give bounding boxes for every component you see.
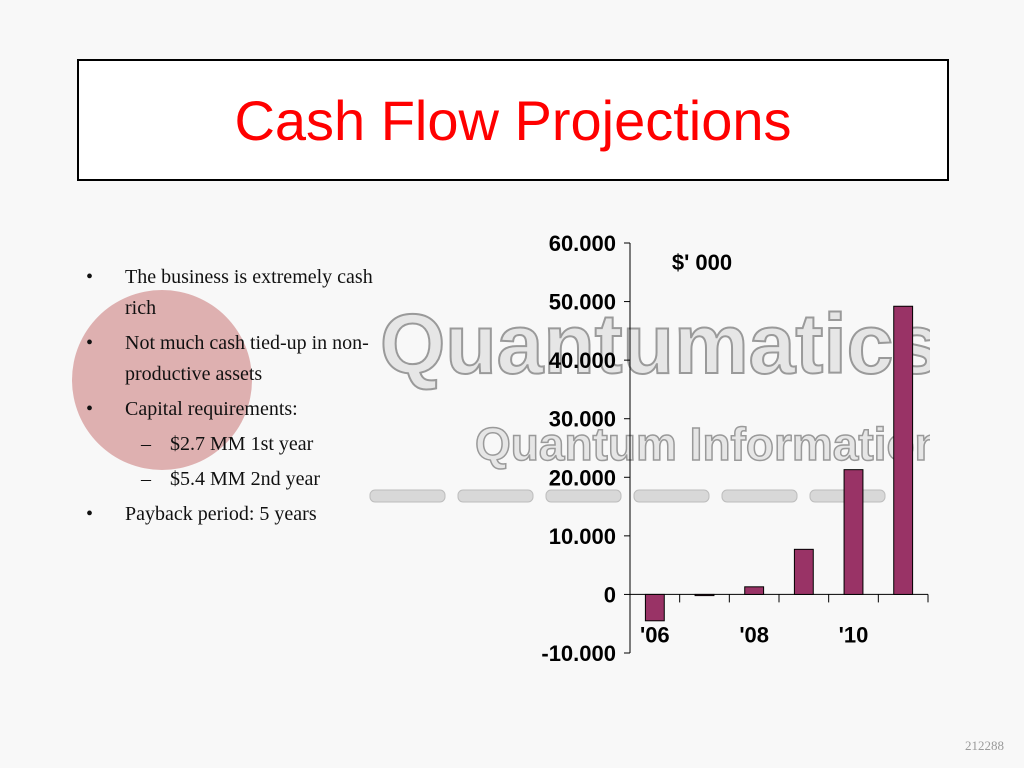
bullet-item: Not much cash tied-up in non-productive … <box>86 328 406 390</box>
bar-4 <box>843 469 864 595</box>
x-tick-label: '06 <box>640 622 670 647</box>
slide-number: 212288 <box>965 738 1004 753</box>
quantumatics-watermark-logo: Quantumatics Quantum Information <box>72 290 930 503</box>
title-box: Cash Flow Projections <box>77 59 949 181</box>
bullet-item: Payback period: 5 years <box>86 499 406 530</box>
y-tick-label: 50.000 <box>549 290 616 315</box>
watermark-tagline-text: Quantum Information <box>475 418 930 470</box>
bar-2 <box>744 586 765 595</box>
bar-0 <box>644 593 665 622</box>
y-tick-label: 20.000 <box>549 465 616 490</box>
bar-1 <box>694 593 715 597</box>
x-tick-label: '10 <box>839 622 869 647</box>
y-tick-label: 60.000 <box>549 231 616 256</box>
y-axis-unit-label: $' 000 <box>672 250 732 275</box>
watermark-brand-text: Quantumatics <box>380 297 930 391</box>
bullet-item: The business is extremely cash rich <box>86 262 406 324</box>
y-tick-label: 0 <box>604 582 616 607</box>
bullet-list: The business is extremely cash rich Not … <box>86 262 406 534</box>
slide-title: Cash Flow Projections <box>234 88 792 152</box>
sub-bullet-item: $5.4 MM 2nd year <box>86 464 406 495</box>
y-tick-label: 10.000 <box>549 524 616 549</box>
y-tick-label: -10.000 <box>541 641 616 666</box>
y-tick-label: 30.000 <box>549 407 616 432</box>
bar-5 <box>893 305 914 595</box>
bullet-item: Capital requirements: <box>86 394 406 425</box>
bar-3 <box>793 548 814 595</box>
cash-flow-bar-chart: -10.000 0 10.000 20.000 30.000 40.000 50.000 60… <box>541 231 929 666</box>
sub-bullet-item: $2.7 MM 1st year <box>86 429 406 460</box>
x-tick-label: '08 <box>739 622 769 647</box>
y-tick-label: 40.000 <box>549 348 616 373</box>
